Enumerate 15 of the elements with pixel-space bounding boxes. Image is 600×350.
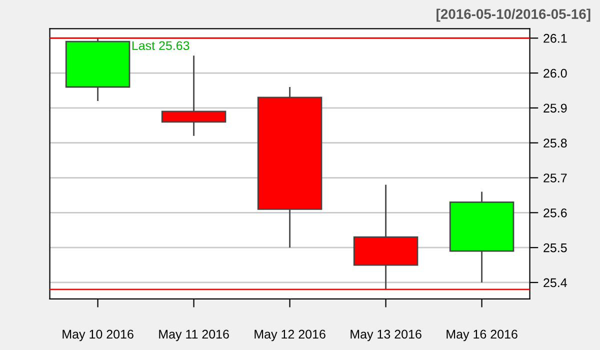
y-tick-label: 25.8: [544, 138, 567, 148]
annotation: Last 25.63: [132, 41, 190, 50]
y-tick-label: 25.4: [544, 278, 567, 288]
y-tick-label: 25.6: [544, 208, 567, 218]
y-tick-label: 25.7: [544, 174, 567, 182]
x-tick-label: May 13 2016: [350, 330, 422, 342]
x-tick-label: May 11 2016: [159, 330, 229, 342]
y-tick-label: 25.9: [544, 104, 567, 113]
x-tick-label: May 12 2016: [254, 330, 326, 342]
y-tick-label: 26.0: [544, 68, 567, 78]
x-tick-label: May 16 2016: [446, 330, 518, 342]
y-tick-label: 25.5: [544, 243, 567, 252]
chart-title: [2016-05-10/2016-05-16]: [436, 8, 590, 22]
y-tick-label: 26.1: [544, 34, 567, 43]
x-tick-label: May 10 2016: [62, 330, 134, 342]
